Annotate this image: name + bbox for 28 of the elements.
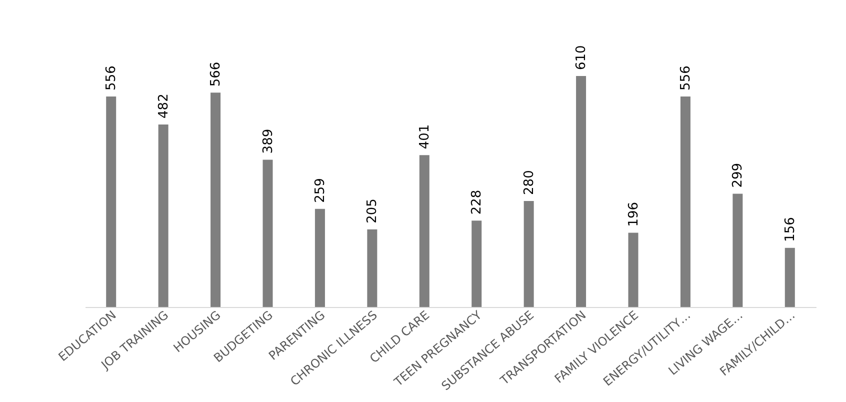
data-label: 280 <box>522 170 537 195</box>
data-label: 259 <box>312 178 328 203</box>
data-label: 299 <box>730 162 746 188</box>
bar <box>576 76 586 307</box>
bar <box>732 194 743 307</box>
bar <box>158 124 168 307</box>
data-label: 482 <box>156 94 172 118</box>
bar <box>628 232 638 307</box>
bar <box>314 208 325 307</box>
data-label: 610 <box>574 45 590 70</box>
data-label: 556 <box>678 66 694 90</box>
bar <box>472 220 482 307</box>
bar <box>262 160 273 307</box>
data-label: 566 <box>208 62 224 87</box>
data-label: 556 <box>104 66 120 90</box>
data-label: 401 <box>417 124 432 150</box>
data-label: 228 <box>470 190 485 215</box>
bar <box>367 229 378 307</box>
bar <box>680 96 690 307</box>
bar <box>210 92 221 307</box>
data-label: 196 <box>626 202 642 227</box>
bar <box>106 96 116 307</box>
bar <box>419 155 430 307</box>
bar <box>784 248 795 307</box>
data-label: 389 <box>260 128 276 154</box>
data-label: 156 <box>782 217 798 242</box>
data-label: 205 <box>365 198 380 224</box>
bar <box>524 200 534 307</box>
